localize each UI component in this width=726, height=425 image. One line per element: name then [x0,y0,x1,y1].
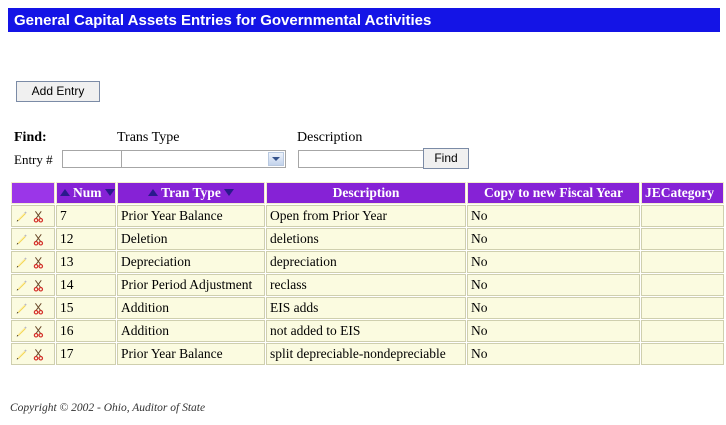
sort-ascending-icon[interactable] [60,189,70,197]
add-entry-button[interactable]: Add Entry [16,81,100,102]
cell-num: 12 [56,228,116,250]
table-header-row: Num Tran Type Description Copy to new Fi… [11,182,724,204]
cell-tran_type: Addition [117,297,265,319]
row-actions-cell [11,297,55,319]
cell-description: EIS adds [266,297,466,319]
cell-copy_to_new_fiscal_year: No [467,274,640,296]
cell-description: reclass [266,274,466,296]
cell-copy_to_new_fiscal_year: No [467,297,640,319]
row-actions-cell [11,320,55,342]
chevron-down-icon[interactable] [268,152,284,166]
cell-tran_type: Prior Year Balance [117,205,265,227]
table-body: 7 Prior Year Balance Open from Prior Year N… [11,205,724,365]
table-row: 14 Prior Period Adjustment reclass No [11,274,724,296]
cell-num: 16 [56,320,116,342]
description-label: Description [297,130,363,145]
cell-num: 15 [56,297,116,319]
cell-je_category [641,343,724,365]
scissors-icon[interactable] [32,325,45,338]
cell-je_category [641,320,724,342]
scissors-icon[interactable] [32,256,45,269]
description-input[interactable] [298,150,429,168]
column-header-description[interactable]: Description [266,182,466,204]
pencil-icon[interactable] [15,233,28,246]
table-row: 12 Deletion deletions No [11,228,724,250]
cell-je_category [641,297,724,319]
page-title-banner: General Capital Assets Entries for Gover… [8,8,720,32]
scissors-icon[interactable] [32,302,45,315]
find-button[interactable]: Find [423,148,469,169]
table-row: 7 Prior Year Balance Open from Prior Year N… [11,205,724,227]
cell-je_category [641,251,724,273]
sort-ascending-icon[interactable] [148,189,159,197]
column-header-num[interactable]: Num [56,182,116,204]
cell-tran_type: Prior Year Balance [117,343,265,365]
cell-copy_to_new_fiscal_year: No [467,228,640,250]
pencil-icon[interactable] [15,325,28,338]
pencil-icon[interactable] [15,210,28,223]
cell-num: 17 [56,343,116,365]
row-actions-cell [11,205,55,227]
cell-description: depreciation [266,251,466,273]
cell-description: not added to EIS [266,320,466,342]
entry-number-label: Entry # [14,152,53,167]
scissors-icon[interactable] [32,233,45,246]
sort-descending-icon[interactable] [223,189,234,197]
page-title: General Capital Assets Entries for Gover… [14,11,432,29]
pencil-icon[interactable] [15,348,28,361]
column-header-jecategory[interactable]: JECategory [641,182,724,204]
cell-num: 7 [56,205,116,227]
cell-copy_to_new_fiscal_year: No [467,205,640,227]
cell-copy_to_new_fiscal_year: No [467,320,640,342]
sort-descending-icon[interactable] [104,189,115,197]
cell-description: deletions [266,228,466,250]
table-row: 16 Addition not added to EIS No [11,320,724,342]
find-labels-row: Find: Trans Type Description [14,130,714,149]
cell-tran_type: Addition [117,320,265,342]
scissors-icon[interactable] [32,210,45,223]
trans-type-label: Trans Type [117,130,180,145]
table-row: 15 Addition EIS adds No [11,297,724,319]
cell-je_category [641,205,724,227]
pencil-icon[interactable] [15,302,28,315]
copyright-footer: Copyright © 2002 - Ohio, Auditor of Stat… [10,402,206,414]
cell-copy_to_new_fiscal_year: No [467,343,640,365]
cell-num: 14 [56,274,116,296]
cell-num: 13 [56,251,116,273]
column-header-copy-to-new-fiscal-year[interactable]: Copy to new Fiscal Year [467,182,640,204]
row-actions-cell [11,251,55,273]
find-controls-row: Entry # Find [14,148,714,172]
row-actions-cell [11,343,55,365]
pencil-icon[interactable] [15,279,28,292]
scissors-icon[interactable] [32,279,45,292]
pencil-icon[interactable] [15,256,28,269]
cell-copy_to_new_fiscal_year: No [467,251,640,273]
table-row: 13 Depreciation depreciation No [11,251,724,273]
table-row: 17 Prior Year Balance split depreciable-no… [11,343,724,365]
cell-tran_type: Depreciation [117,251,265,273]
cell-description: Open from Prior Year [266,205,466,227]
cell-je_category [641,274,724,296]
entry-number-input[interactable] [62,150,136,168]
cell-je_category [641,228,724,250]
find-label: Find: [14,130,47,145]
entries-table: Num Tran Type Description Copy to new Fi… [10,181,725,366]
trans-type-select[interactable] [121,150,286,168]
cell-description: split depreciable-nondepreciable [266,343,466,365]
column-header-actions [11,182,55,204]
find-panel: Find: Trans Type Description Entry # Fin… [14,130,714,172]
column-header-tran-type-label: Tran Type [161,185,221,200]
cell-tran_type: Deletion [117,228,265,250]
row-actions-cell [11,228,55,250]
column-header-num-label: Num [73,185,102,200]
row-actions-cell [11,274,55,296]
entries-grid: Num Tran Type Description Copy to new Fi… [10,181,725,366]
scissors-icon[interactable] [32,348,45,361]
cell-tran_type: Prior Period Adjustment [117,274,265,296]
column-header-tran-type[interactable]: Tran Type [117,182,265,204]
